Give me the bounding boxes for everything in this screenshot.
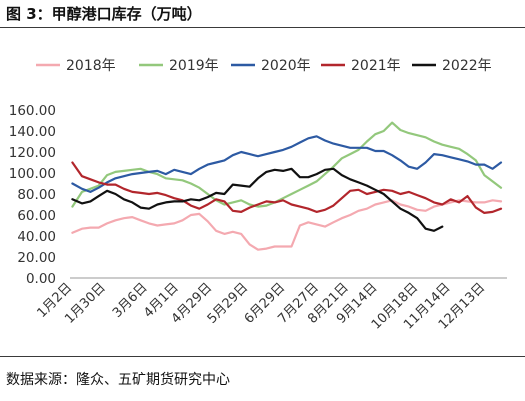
series-line — [71, 121, 503, 208]
y-tick-label: 40.00 — [17, 229, 56, 245]
source-note: 数据来源：隆众、五矿期货研究中心 — [6, 372, 230, 388]
series-line — [71, 135, 503, 193]
figure-title: 图 3：甲醇港口库存（万吨） — [6, 5, 202, 23]
chart-legend: 2018年 2019年 2020年 2021年 2022年 — [36, 58, 492, 74]
y-tick-label: 100.00 — [9, 166, 56, 182]
plot-lines — [71, 121, 503, 251]
y-tick-label: 120.00 — [9, 145, 56, 161]
top-rule — [0, 27, 525, 28]
chart-area: 2018年 2019年 2020年 2021年 2022年 160.00 140.00 12… — [9, 58, 507, 333]
bottom-rule — [0, 356, 525, 357]
series-line — [71, 167, 444, 232]
series-line — [71, 161, 503, 214]
series-line — [71, 199, 503, 251]
y-tick-label: 140.00 — [9, 124, 56, 140]
y-tick-label: 160.00 — [9, 103, 56, 119]
legend-label: 2021年 — [351, 58, 401, 74]
legend-label: 2022年 — [442, 58, 492, 74]
y-tick-label: 20.00 — [17, 250, 56, 266]
y-tick-label: 80.00 — [17, 187, 56, 203]
y-axis: 160.00 140.00 120.00 100.00 80.00 60.00 40.00 2… — [9, 103, 56, 287]
legend-label: 2019年 — [169, 58, 219, 74]
y-tick-label: 0.00 — [26, 271, 56, 287]
y-tick-label: 60.00 — [17, 208, 56, 224]
legend-label: 2018年 — [66, 58, 116, 74]
legend-label: 2020年 — [261, 58, 311, 74]
